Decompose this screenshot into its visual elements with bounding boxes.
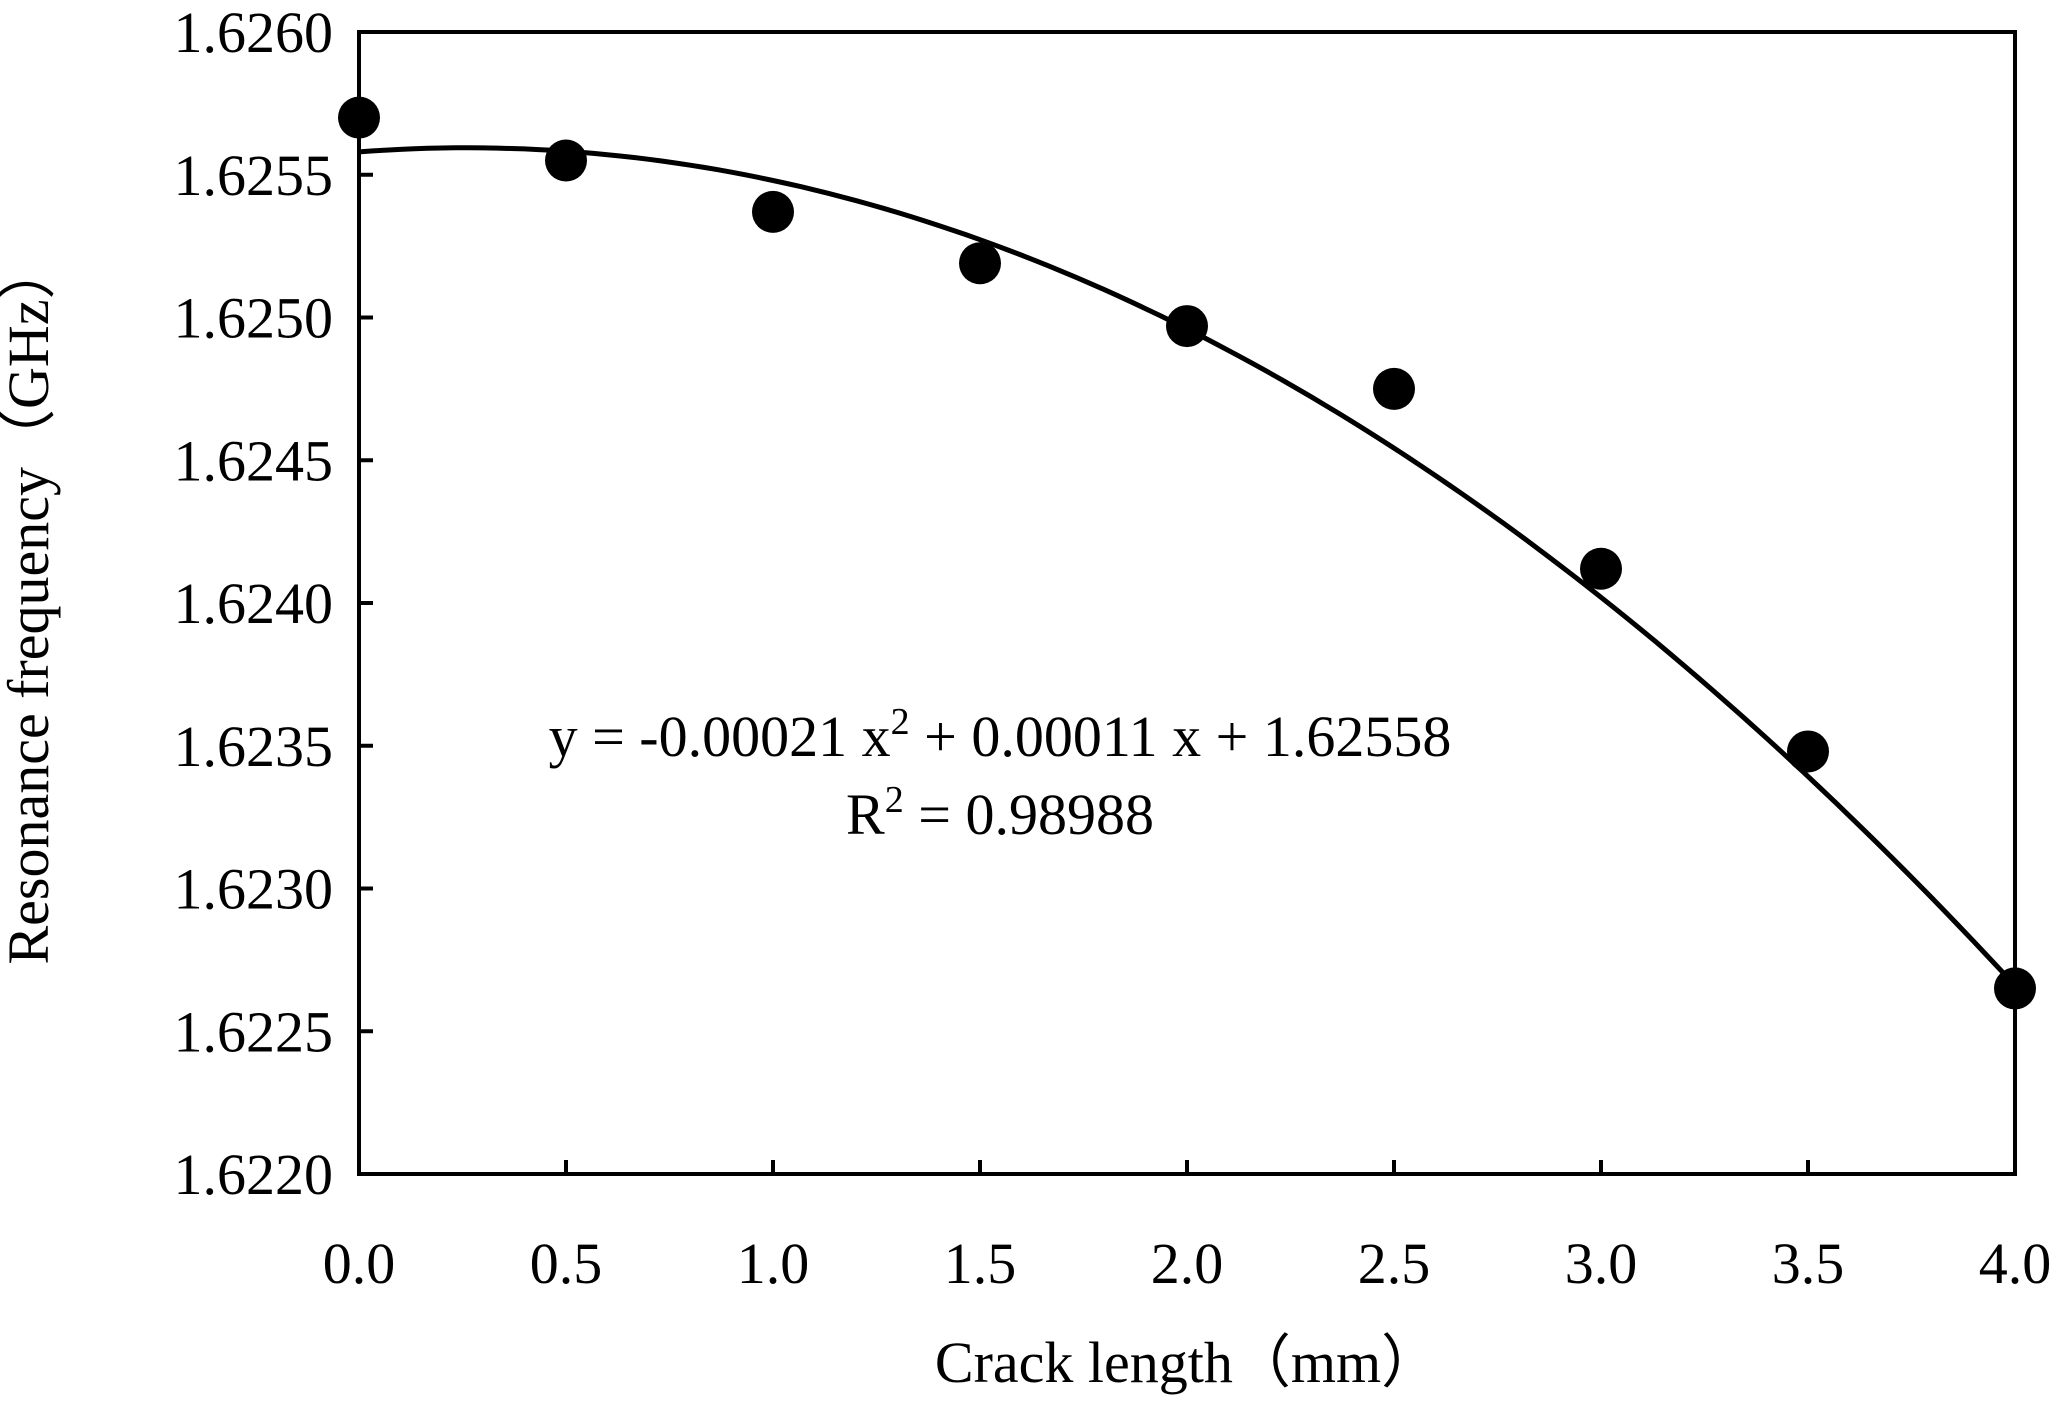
data-point (1166, 305, 1208, 348)
y-tick-label: 1.6245 (174, 428, 334, 493)
fit-equation-main: y = -0.00021 x (549, 704, 891, 769)
x-tick-label: 3.0 (1565, 1231, 1638, 1296)
data-point (1787, 730, 1829, 773)
fit-equation-rest: + 0.00011 x + 1.62558 (910, 704, 1452, 769)
data-point (1373, 367, 1415, 410)
y-tick-label: 1.6260 (174, 0, 334, 65)
x-axis-ticks (357, 1160, 2017, 1174)
y-tick-label: 1.6250 (174, 286, 334, 351)
data-point (1580, 547, 1622, 590)
y-tick-label: 1.6240 (174, 571, 334, 636)
x-tick-label: 0.5 (530, 1231, 603, 1296)
y-axis-ticks (359, 30, 373, 1176)
x-tick-label: 3.5 (1772, 1231, 1845, 1296)
fit-curve (358, 145, 2017, 988)
y-tick-label: 1.6235 (174, 714, 334, 779)
x-tick-label: 2.5 (1358, 1231, 1431, 1296)
y-axis-title: Resonance frequency（GHz） (0, 241, 61, 964)
r-squared-superscript: 2 (885, 779, 904, 821)
x-tick-label: 0.0 (323, 1231, 396, 1296)
data-points (338, 96, 2036, 1010)
y-tick-label: 1.6255 (174, 143, 334, 208)
x-tick-label: 4.0 (1979, 1231, 2052, 1296)
data-point (545, 139, 587, 182)
x-axis-title: Crack length（mm） (935, 1330, 1439, 1395)
y-tick-label: 1.6230 (174, 857, 334, 922)
x-tick-label: 1.0 (737, 1231, 810, 1296)
plot-area-frame (357, 30, 2017, 1176)
r-squared-main: R (846, 782, 885, 847)
r-squared-rest: = 0.98988 (904, 782, 1154, 847)
data-point (752, 190, 794, 233)
fit-equation: y = -0.00021 x2 + 0.00011 x + 1.62558 (549, 701, 1452, 769)
x-axis-tick-labels: 0.0 0.5 1.0 1.5 2.0 2.5 3.0 3.5 4.0 (323, 1231, 2052, 1296)
fit-equation-superscript: 2 (891, 701, 910, 743)
fit-r-squared: R2 = 0.98988 (846, 779, 1154, 847)
data-point (959, 242, 1001, 285)
y-tick-label: 1.6225 (174, 999, 334, 1064)
y-axis-tick-labels: 1.6220 1.6225 1.6230 1.6235 1.6240 1.6245 1.62… (174, 0, 334, 1207)
x-tick-label: 2.0 (1151, 1231, 1224, 1296)
x-tick-label: 1.5 (944, 1231, 1017, 1296)
y-tick-label: 1.6220 (174, 1142, 334, 1207)
